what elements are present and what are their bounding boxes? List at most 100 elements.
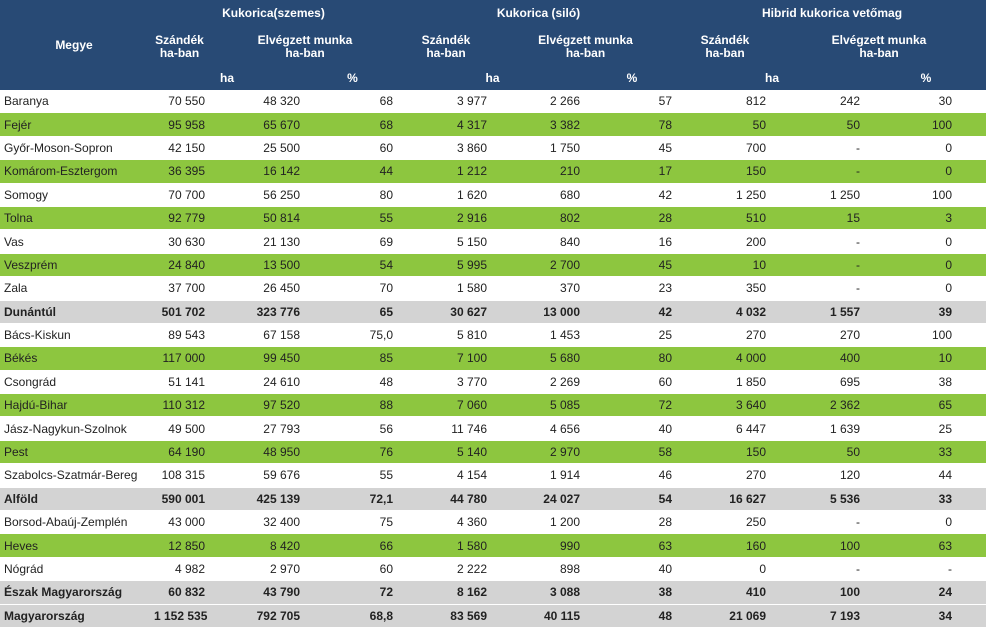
table-row: Győr-Moson-Sopron 42 150 25 500 60 3 860 1 75… [0, 136, 986, 161]
row-label: Fejér [0, 112, 148, 137]
cell: 3 382 [493, 112, 586, 137]
cell: 510 [678, 206, 772, 231]
cell: 25 500 [211, 136, 306, 161]
row-label: Heves [0, 533, 148, 558]
table-row: Magyarország 1 152 535 792 705 68,8 83 569 40… [0, 604, 986, 628]
sub-header: Szándék ha-ban [700, 33, 750, 60]
row-label: Jász-Nagykun-Szolnok [0, 416, 148, 441]
cell: 70 [306, 276, 399, 301]
table-row: Somogy 70 700 56 250 80 1 620 680 42 1 250 1 250… [0, 183, 986, 207]
cell: 16 142 [211, 159, 306, 184]
cell: - [772, 557, 866, 582]
cell: 44 780 [399, 487, 493, 512]
table-row: Veszprém 24 840 13 500 54 5 995 2 700 45 10-0 [0, 253, 986, 278]
cell: 78 [586, 112, 678, 137]
group-header: Kukorica (siló) [496, 6, 581, 20]
cell: 1 453 [493, 323, 586, 348]
row-label: Hajdú-Bihar [0, 393, 148, 418]
cell: 5 810 [399, 323, 493, 348]
header-row: Szándék ha-ban Elvégzett munka ha-ban Szán… [0, 27, 986, 67]
row-label: Pest [0, 440, 148, 465]
cell: 45 [586, 253, 678, 278]
table-row: Borsod-Abaúj-Zemplén 43 000 32 400 75 4 360 1… [0, 510, 986, 535]
cell: 36 395 [148, 159, 211, 184]
cell: - [772, 510, 866, 535]
cell: 72,1 [306, 487, 399, 512]
cell: 97 520 [211, 393, 306, 418]
cell: 15 [772, 206, 866, 231]
cell: 4 317 [399, 112, 493, 137]
group-header: Kukorica(szemes) [222, 6, 325, 20]
table-row: Pest 64 190 48 950 76 5 140 2 970 58 150 50 33 [0, 440, 986, 465]
cell: 200 [678, 229, 772, 254]
cell: 812 [678, 90, 772, 114]
cell: 54 [306, 253, 399, 278]
cell: 2 700 [493, 253, 586, 278]
cell: 85 [306, 346, 399, 371]
cell: 4 982 [148, 557, 211, 582]
cell: 2 269 [493, 370, 586, 395]
cell: 10 [866, 346, 986, 371]
cell: 42 [586, 183, 678, 207]
row-label: Békés [0, 346, 148, 371]
cell: 590 001 [148, 487, 211, 512]
cell: - [772, 159, 866, 184]
cell: 4 000 [678, 346, 772, 371]
cell: 425 139 [211, 487, 306, 512]
cell: 48 [306, 370, 399, 395]
cell: 2 362 [772, 393, 866, 418]
cell: 5 085 [493, 393, 586, 418]
cell: 45 [586, 136, 678, 161]
cell: 69 [306, 229, 399, 254]
cell: 3 860 [399, 136, 493, 161]
cell: 24 840 [148, 253, 211, 278]
cell: 110 312 [148, 393, 211, 418]
cell: 99 450 [211, 346, 306, 371]
row-label: Bács-Kiskun [0, 323, 148, 348]
cell: 37 700 [148, 276, 211, 301]
table-row: Bács-Kiskun 89 543 67 158 75,0 5 810 1 453 25 2… [0, 323, 986, 348]
row-label: Zala [0, 276, 148, 301]
column-header: Megye [55, 37, 93, 52]
table-row: Nógrád 4 982 2 970 60 2 222 898 40 0- - [0, 557, 986, 582]
cell: 1 212 [399, 159, 493, 184]
cell: 40 [586, 416, 678, 441]
table-header: Megye Kukorica(szemes) Kukorica (siló) Hibr… [0, 0, 986, 90]
cell: 50 814 [211, 206, 306, 231]
cell: 50 [678, 112, 772, 137]
cell: 83 569 [399, 604, 493, 628]
cell: 10 [678, 253, 772, 278]
cell: 400 [772, 346, 866, 371]
cell: 100 [772, 533, 866, 558]
cell: 1 250 [772, 183, 866, 207]
table-row: Dunántúl 501 702 323 776 65 30 627 13 000 42 4 … [0, 300, 986, 324]
cell: 38 [866, 370, 986, 395]
sub-header: Elvégzett munka ha-ban [831, 33, 927, 60]
cell: 51 141 [148, 370, 211, 395]
cell: 5 995 [399, 253, 493, 278]
row-label: Vas [0, 229, 148, 254]
cell: - [772, 229, 866, 254]
cell: 0 [866, 159, 986, 184]
cell: 13 500 [211, 253, 306, 278]
cell: 270 [772, 323, 866, 348]
cell: 44 [306, 159, 399, 184]
cell: 160 [678, 533, 772, 558]
cell: 108 315 [148, 463, 211, 488]
cell: 28 [586, 206, 678, 231]
row-label: Tolna [0, 206, 148, 231]
cell: 49 500 [148, 416, 211, 441]
row-label: Szabolcs-Szatmár-Bereg [0, 463, 148, 488]
cell: 11 746 [399, 416, 493, 441]
cell: 76 [306, 440, 399, 465]
cell: - [866, 557, 986, 582]
cell: 24 [866, 580, 986, 605]
cell: 5 536 [772, 487, 866, 512]
unit-header: % [626, 71, 638, 85]
cell: 55 [306, 463, 399, 488]
cell: 40 [586, 557, 678, 582]
cell: 70 700 [148, 183, 211, 207]
cell: - [772, 276, 866, 301]
row-label: Győr-Moson-Sopron [0, 136, 148, 161]
cell: 3 770 [399, 370, 493, 395]
